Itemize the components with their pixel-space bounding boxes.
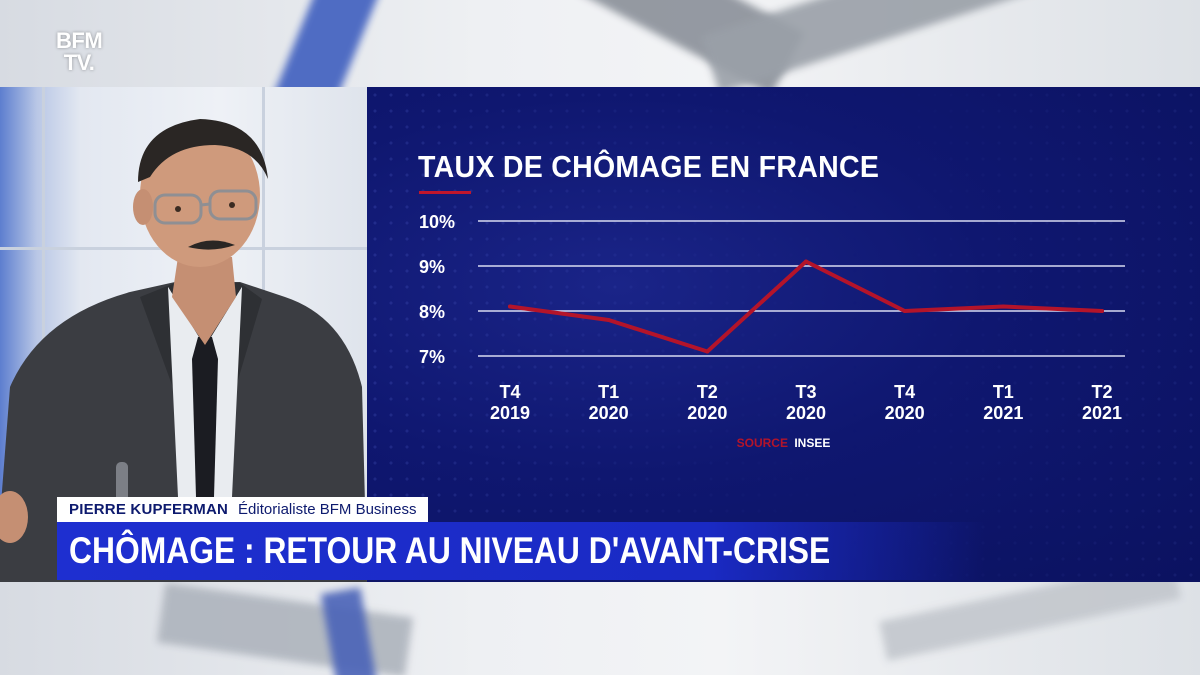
x-tick-label: 2020 (885, 403, 925, 423)
source-value: INSEE (794, 436, 831, 450)
headline-strap: CHÔMAGE : RETOUR AU NIVEAU D'AVANT-CRISE (57, 522, 985, 580)
x-tick-label: T3 (795, 382, 816, 402)
logo-line-2: TV. (63, 50, 95, 75)
name-strap: PIERRE KUPFERMAN Éditorialiste BFM Busin… (57, 497, 429, 522)
y-tick-label: 10% (419, 212, 455, 232)
title-underline (419, 191, 471, 194)
x-tick-label: 2020 (589, 403, 629, 423)
data-point (508, 304, 512, 309)
guest-name: PIERRE KUPFERMAN (69, 501, 229, 518)
data-point (606, 318, 611, 322)
x-tick-label: 2021 (983, 403, 1023, 423)
x-tick-label: T1 (598, 382, 619, 402)
x-tick-label: T4 (499, 382, 520, 402)
x-tick-label: 2021 (1082, 403, 1122, 423)
series-line (508, 259, 1104, 354)
x-tick-label: 2019 (490, 403, 530, 423)
logo-line-1: BFM (56, 28, 103, 53)
guest-role: Éditorialiste BFM Business (238, 501, 417, 518)
headline-text: CHÔMAGE : RETOUR AU NIVEAU D'AVANT-CRISE (69, 530, 831, 571)
y-tick-label: 7% (419, 347, 445, 367)
data-point (1001, 304, 1006, 309)
x-tick-label: 2020 (687, 403, 727, 423)
channel-logo: BFM TV. (56, 28, 103, 75)
line-chart: 10%9%8%7%T42019T12020T22020T32020T42020T… (419, 212, 1125, 423)
data-point (705, 349, 710, 354)
y-tick-label: 8% (419, 302, 445, 322)
x-tick-label: T2 (1091, 382, 1112, 402)
studio-wall-line (42, 87, 45, 582)
chart-source: SOURCE INSEE (367, 436, 1200, 450)
data-point (902, 309, 907, 313)
x-tick-label: T2 (697, 382, 718, 402)
x-tick-label: T4 (894, 382, 915, 402)
background-shape (157, 582, 413, 675)
x-tick-label: 2020 (786, 403, 826, 423)
chart-panel: TAUX DE CHÔMAGE EN FRANCE 10% 9% 8% 7% T4 201… (367, 87, 1200, 582)
chart-title: TAUX DE CHÔMAGE EN FRANCE (418, 149, 880, 184)
y-tick-label: 9% (419, 257, 445, 277)
x-tick-label: T1 (993, 382, 1014, 402)
data-point (804, 259, 808, 264)
source-label: SOURCE (736, 436, 788, 450)
data-point (1100, 309, 1104, 313)
